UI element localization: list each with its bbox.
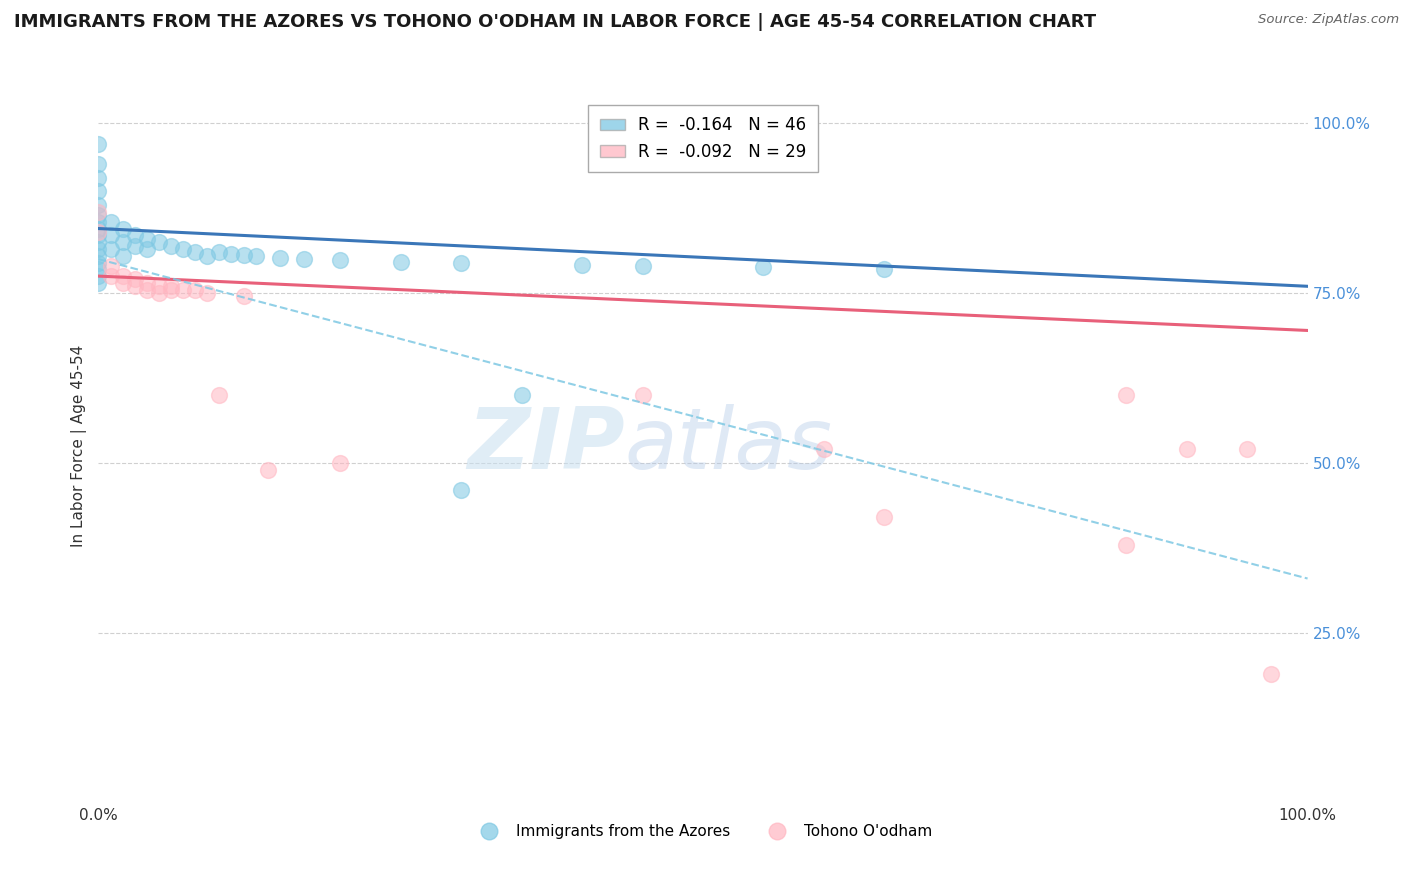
Point [135, 276, 157, 290]
Point [124, 228, 146, 243]
Point [87, 221, 110, 235]
Point [389, 255, 412, 269]
Point [160, 279, 183, 293]
Point [111, 249, 134, 263]
Point [135, 283, 157, 297]
Point [87, 157, 110, 171]
Point [87, 225, 110, 239]
Point [160, 238, 183, 252]
Point [87, 208, 110, 222]
Point [813, 442, 835, 457]
Point [87, 249, 110, 263]
Point [172, 283, 194, 297]
Point [148, 286, 170, 301]
Point [752, 260, 775, 275]
Point [195, 249, 218, 263]
Point [111, 276, 134, 290]
Point [87, 269, 110, 284]
Point [256, 463, 278, 477]
Point [1115, 537, 1137, 551]
Point [148, 235, 170, 249]
Point [160, 283, 183, 297]
Point [232, 289, 254, 303]
Point [873, 261, 896, 276]
Text: IMMIGRANTS FROM THE AZORES VS TOHONO O'ODHAM IN LABOR FORCE | AGE 45-54 CORRELAT: IMMIGRANTS FROM THE AZORES VS TOHONO O'O… [14, 13, 1097, 31]
Point [111, 221, 134, 235]
Legend: Immigrants from the Azores, Tohono O'odham: Immigrants from the Azores, Tohono O'odh… [468, 818, 938, 845]
Point [450, 256, 472, 270]
Point [631, 388, 654, 402]
Point [232, 248, 254, 262]
Point [873, 510, 896, 524]
Point [124, 279, 146, 293]
Point [571, 258, 593, 272]
Point [87, 136, 110, 151]
Point [135, 242, 157, 256]
Point [1175, 442, 1198, 457]
Point [329, 253, 352, 268]
Point [245, 249, 267, 263]
Text: atlas: atlas [624, 404, 832, 488]
Point [208, 388, 231, 402]
Point [208, 245, 231, 260]
Point [135, 232, 157, 246]
Point [87, 184, 110, 198]
Point [329, 456, 352, 470]
Point [87, 170, 110, 185]
Point [184, 283, 207, 297]
Point [87, 276, 110, 290]
Point [221, 246, 243, 260]
Point [124, 238, 146, 252]
Point [87, 215, 110, 229]
Point [195, 286, 218, 301]
Point [450, 483, 472, 498]
Point [1115, 388, 1137, 402]
Point [631, 259, 654, 273]
Point [510, 388, 533, 402]
Y-axis label: In Labor Force | Age 45-54: In Labor Force | Age 45-54 [72, 345, 87, 547]
Point [87, 235, 110, 249]
Point [172, 242, 194, 256]
Point [184, 245, 207, 260]
Point [148, 279, 170, 293]
Point [87, 198, 110, 212]
Point [100, 242, 122, 256]
Point [1260, 666, 1282, 681]
Point [292, 252, 315, 266]
Point [87, 204, 110, 219]
Point [1236, 442, 1258, 457]
Point [100, 215, 122, 229]
Point [87, 262, 110, 277]
Point [111, 269, 134, 284]
Text: Source: ZipAtlas.com: Source: ZipAtlas.com [1258, 13, 1399, 27]
Point [87, 242, 110, 256]
Text: ZIP: ZIP [467, 404, 624, 488]
Point [269, 251, 291, 265]
Point [100, 228, 122, 243]
Point [87, 255, 110, 269]
Point [124, 272, 146, 286]
Point [87, 228, 110, 243]
Point [100, 269, 122, 284]
Point [100, 259, 122, 273]
Point [111, 235, 134, 249]
